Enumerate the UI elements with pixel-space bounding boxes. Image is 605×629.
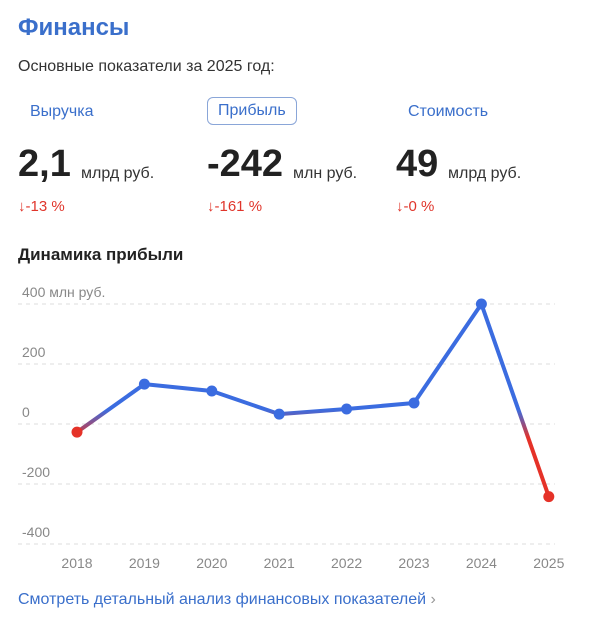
metric-change: ↓-0 % (396, 198, 435, 215)
metric-tab[interactable]: Прибыль (207, 97, 297, 125)
x-tick-label: 2018 (61, 555, 92, 571)
point (341, 403, 353, 415)
x-tick-label: 2025 (533, 555, 564, 571)
x-tick-label: 2022 (331, 555, 362, 571)
metric-change: ↓-13 % (18, 198, 65, 215)
x-tick-label: 2019 (129, 555, 160, 571)
y-tick-label: 400 млн руб. (22, 284, 105, 300)
metric-unit: млрд руб. (81, 165, 155, 182)
point (543, 491, 555, 503)
chart-title: Динамика прибыли (18, 245, 184, 264)
subtitle: Основные показатели за 2025 год: (18, 58, 275, 75)
x-tick-label: 2021 (264, 555, 295, 571)
y-tick-label: 0 (22, 404, 30, 420)
point (71, 426, 83, 438)
link-text[interactable]: Смотреть детальный анализ финансовых пок… (18, 591, 427, 608)
metric-unit: млрд руб. (448, 165, 522, 182)
metric-value: 49 (396, 143, 439, 185)
x-tick-label: 2024 (466, 555, 497, 571)
x-tick-label: 2023 (398, 555, 429, 571)
point (138, 378, 150, 390)
point (475, 298, 487, 310)
metric-value: 2,1 (18, 143, 71, 185)
details-link[interactable]: Смотреть детальный анализ финансовых пок… (18, 591, 436, 608)
title: Финансы (18, 14, 130, 41)
metric-change: ↓-161 % (207, 198, 263, 215)
point (206, 385, 218, 397)
metric-unit: млн руб. (293, 165, 358, 182)
line (75, 302, 551, 498)
x-tick-label: 2020 (196, 555, 227, 571)
metric-tab[interactable]: Выручка (30, 103, 94, 120)
point (408, 397, 420, 409)
y-tick-label: -200 (22, 464, 50, 480)
metric-tab[interactable]: Стоимость (408, 103, 489, 120)
y-tick-label: 200 (22, 344, 46, 360)
y-tick-label: -400 (22, 524, 50, 540)
metric-value: -242 (207, 143, 284, 185)
point (273, 408, 285, 420)
